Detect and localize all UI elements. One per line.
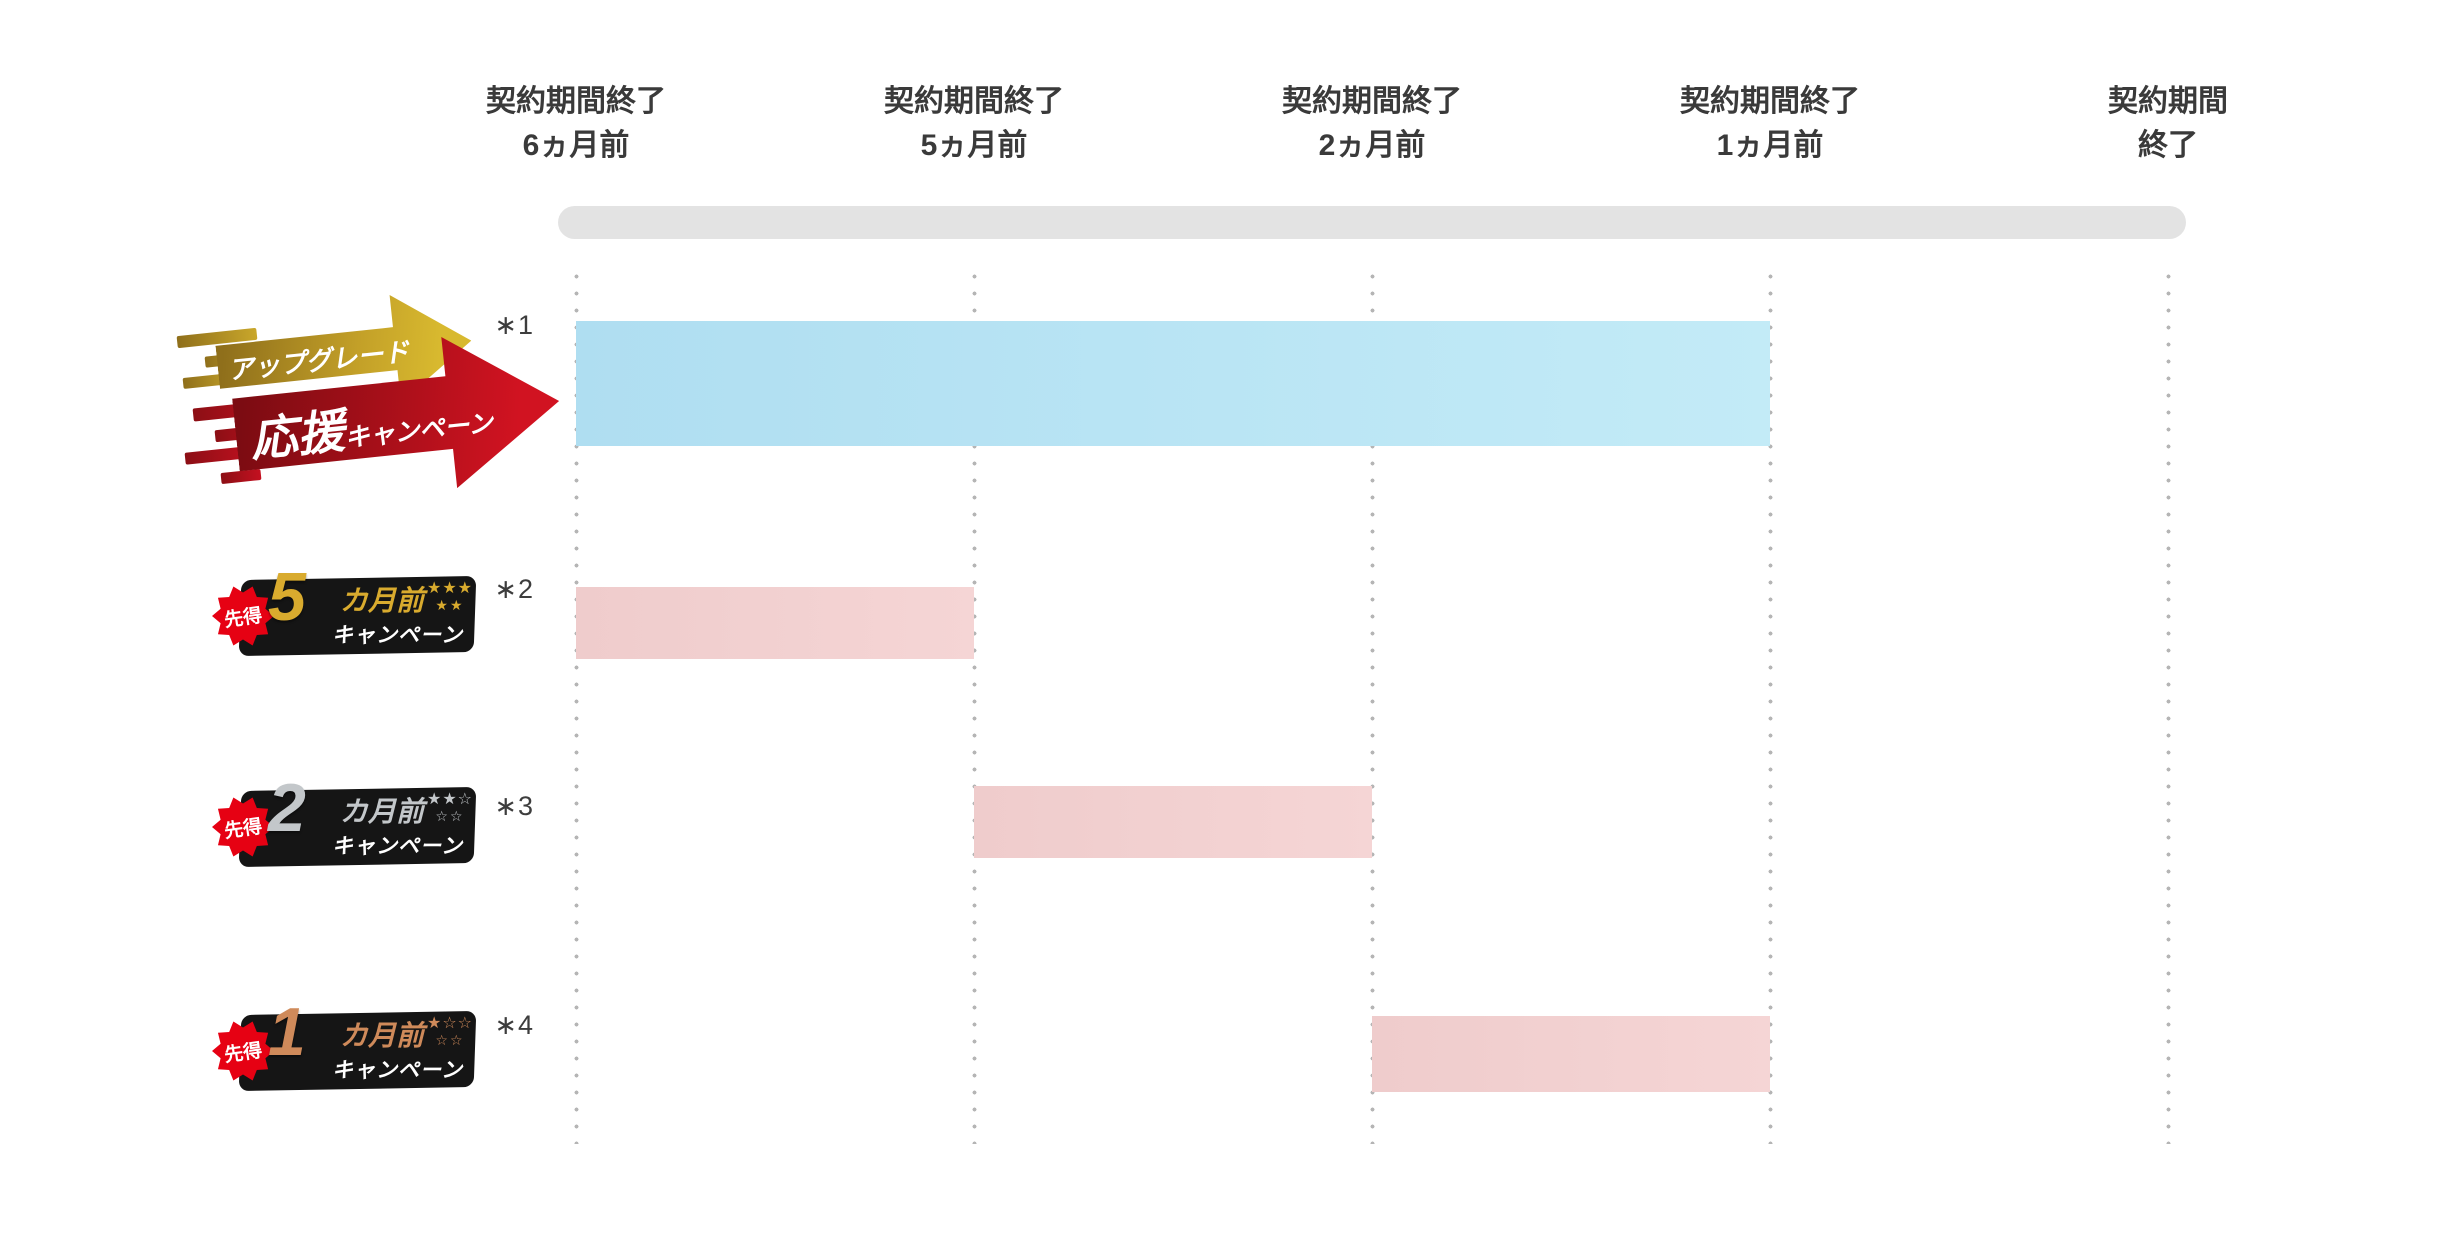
- star-rating-icon: ★☆☆ ☆☆: [426, 1015, 473, 1048]
- timeline-track: [558, 206, 2186, 239]
- footnote-marker-3: ∗3: [494, 791, 534, 821]
- badge-unit-label: カ月前: [340, 1020, 425, 1051]
- stars-bottom-row: ☆☆: [435, 807, 465, 824]
- badge-sub-label: キャンペーン: [332, 835, 463, 858]
- badge-unit-label: カ月前: [340, 585, 425, 616]
- star-rating-icon: ★★☆ ☆☆: [426, 791, 473, 824]
- burst-label: 先得: [222, 604, 264, 632]
- column-header-5-months-before: 契約期間終了 5ヵ月前: [884, 85, 1064, 162]
- sakidoku-1-month-badge: 先得 1 カ月前 キャンペーン ★☆☆ ☆☆: [212, 998, 477, 1092]
- badge-sub-label: キャンペーン: [332, 1059, 463, 1082]
- badge-number: 1: [268, 994, 306, 1070]
- footnote-marker-2: ∗2: [494, 574, 534, 604]
- speed-line-icon: [220, 468, 262, 485]
- sakidoku-5-month-period-bar: [576, 587, 974, 659]
- upgrade-campaign-badge: アップグレード 応援キャンペーン: [175, 298, 565, 498]
- badge-sub-label: キャンペーン: [332, 624, 463, 647]
- badge-unit-label: カ月前: [340, 796, 425, 827]
- upgrade-badge-main-label: 応援キャンペーン: [246, 380, 457, 470]
- upgrade-badge-sub-word: キャンペーン: [343, 409, 495, 453]
- sakidoku-1-month-period-bar: [1372, 1016, 1770, 1092]
- guide-line-contract-end: [2166, 268, 2171, 1144]
- column-header-1-month-before: 契約期間終了 1ヵ月前: [1680, 85, 1860, 162]
- footnote-marker-4: ∗4: [494, 1010, 534, 1040]
- burst-label: 先得: [222, 1039, 264, 1067]
- guide-line-2-months-before: [1370, 268, 1375, 1144]
- badge-number: 2: [268, 770, 306, 846]
- stars-top-row: ★☆☆: [426, 1015, 473, 1032]
- stars-bottom-row: ☆☆: [435, 1031, 465, 1048]
- upgrade-badge-top-label: アップグレード: [226, 336, 411, 386]
- upgrade-campaign-period-bar: [576, 321, 1770, 446]
- stars-top-row: ★★☆: [426, 791, 473, 808]
- guide-line-6-months-before: [574, 268, 579, 1144]
- sakidoku-5-month-badge: 先得 5 カ月前 キャンペーン ★★★ ★★: [212, 563, 477, 657]
- column-header-6-months-before: 契約期間終了 6ヵ月前: [486, 85, 666, 162]
- burst-label: 先得: [222, 815, 264, 843]
- column-header-2-months-before: 契約期間終了 2ヵ月前: [1282, 85, 1462, 162]
- stars-bottom-row: ★★: [435, 596, 465, 613]
- upgrade-badge-main-word: 応援: [247, 403, 347, 467]
- sakidoku-2-month-period-bar: [974, 786, 1372, 858]
- stars-top-row: ★★★: [426, 580, 473, 597]
- sakidoku-2-month-badge: 先得 2 カ月前 キャンペーン ★★☆ ☆☆: [212, 774, 477, 868]
- column-header-contract-end: 契約期間 終了: [2108, 85, 2228, 162]
- guide-line-1-month-before: [1768, 268, 1773, 1144]
- star-rating-icon: ★★★ ★★: [426, 580, 473, 613]
- guide-line-5-months-before: [972, 268, 977, 1144]
- footnote-marker-1: ∗1: [494, 310, 534, 340]
- badge-number: 5: [268, 559, 306, 635]
